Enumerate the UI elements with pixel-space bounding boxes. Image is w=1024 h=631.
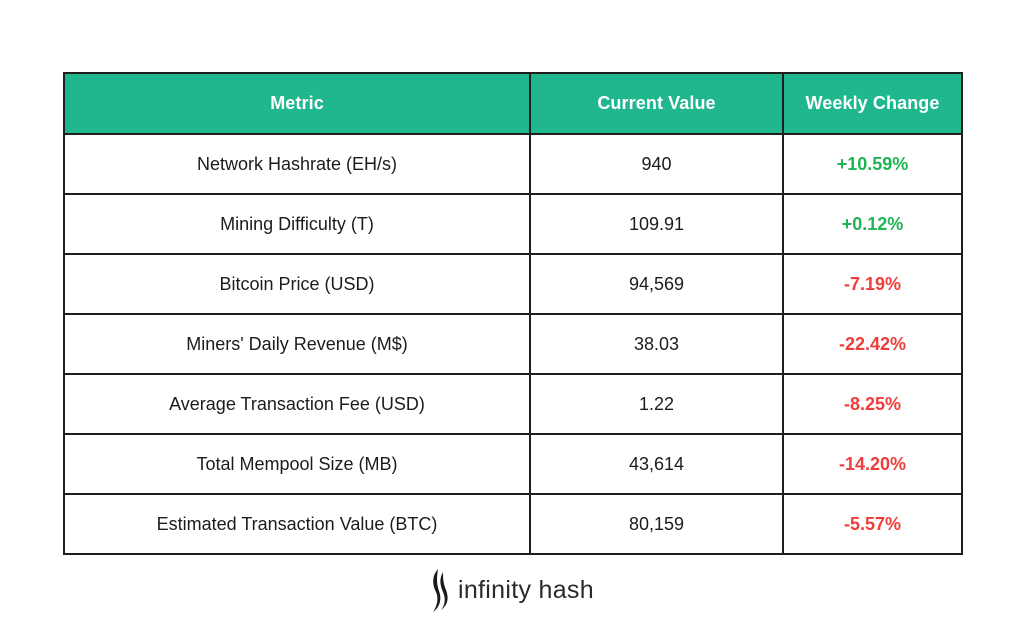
- current-value-cell: 1.22: [529, 373, 784, 435]
- infinity-hash-logo-icon: [433, 569, 448, 612]
- header-row: Metric Current Value Weekly Change: [63, 72, 963, 135]
- metric-cell: Total Mempool Size (MB): [63, 433, 531, 495]
- current-value-cell: 43,614: [529, 433, 784, 495]
- metric-cell: Network Hashrate (EH/s): [63, 133, 531, 195]
- table-row: Estimated Transaction Value (BTC) 80,159…: [63, 493, 963, 555]
- table-row: Average Transaction Fee (USD) 1.22 -8.25…: [63, 373, 963, 435]
- current-value-cell: 109.91: [529, 193, 784, 255]
- table-header: Metric Current Value Weekly Change: [63, 72, 963, 135]
- metric-cell: Mining Difficulty (T): [63, 193, 531, 255]
- current-value-cell: 94,569: [529, 253, 784, 315]
- weekly-change-cell: -8.25%: [782, 373, 963, 435]
- header-current-value: Current Value: [529, 72, 784, 135]
- header-metric: Metric: [63, 72, 531, 135]
- metric-cell: Miners' Daily Revenue (M$): [63, 313, 531, 375]
- current-value-cell: 80,159: [529, 493, 784, 555]
- weekly-change-cell: -22.42%: [782, 313, 963, 375]
- current-value-cell: 940: [529, 133, 784, 195]
- table-body: Network Hashrate (EH/s) 940 +10.59% Mini…: [63, 133, 963, 555]
- metric-cell: Average Transaction Fee (USD): [63, 373, 531, 435]
- metrics-table: Metric Current Value Weekly Change Netwo…: [63, 72, 963, 555]
- weekly-change-cell: -14.20%: [782, 433, 963, 495]
- weekly-change-cell: -5.57%: [782, 493, 963, 555]
- metrics-table-container: Metric Current Value Weekly Change Netwo…: [63, 72, 963, 555]
- table-row: Total Mempool Size (MB) 43,614 -14.20%: [63, 433, 963, 495]
- table-row: Miners' Daily Revenue (M$) 38.03 -22.42%: [63, 313, 963, 375]
- metric-cell: Estimated Transaction Value (BTC): [63, 493, 531, 555]
- weekly-change-cell: +10.59%: [782, 133, 963, 195]
- table-row: Bitcoin Price (USD) 94,569 -7.19%: [63, 253, 963, 315]
- current-value-cell: 38.03: [529, 313, 784, 375]
- weekly-change-cell: -7.19%: [782, 253, 963, 315]
- weekly-change-cell: +0.12%: [782, 193, 963, 255]
- table-row: Network Hashrate (EH/s) 940 +10.59%: [63, 133, 963, 195]
- table-row: Mining Difficulty (T) 109.91 +0.12%: [63, 193, 963, 255]
- header-weekly-change: Weekly Change: [782, 72, 963, 135]
- brand-name: infinity hash: [458, 575, 594, 604]
- metric-cell: Bitcoin Price (USD): [63, 253, 531, 315]
- brand-footer: infinity hash: [428, 566, 594, 614]
